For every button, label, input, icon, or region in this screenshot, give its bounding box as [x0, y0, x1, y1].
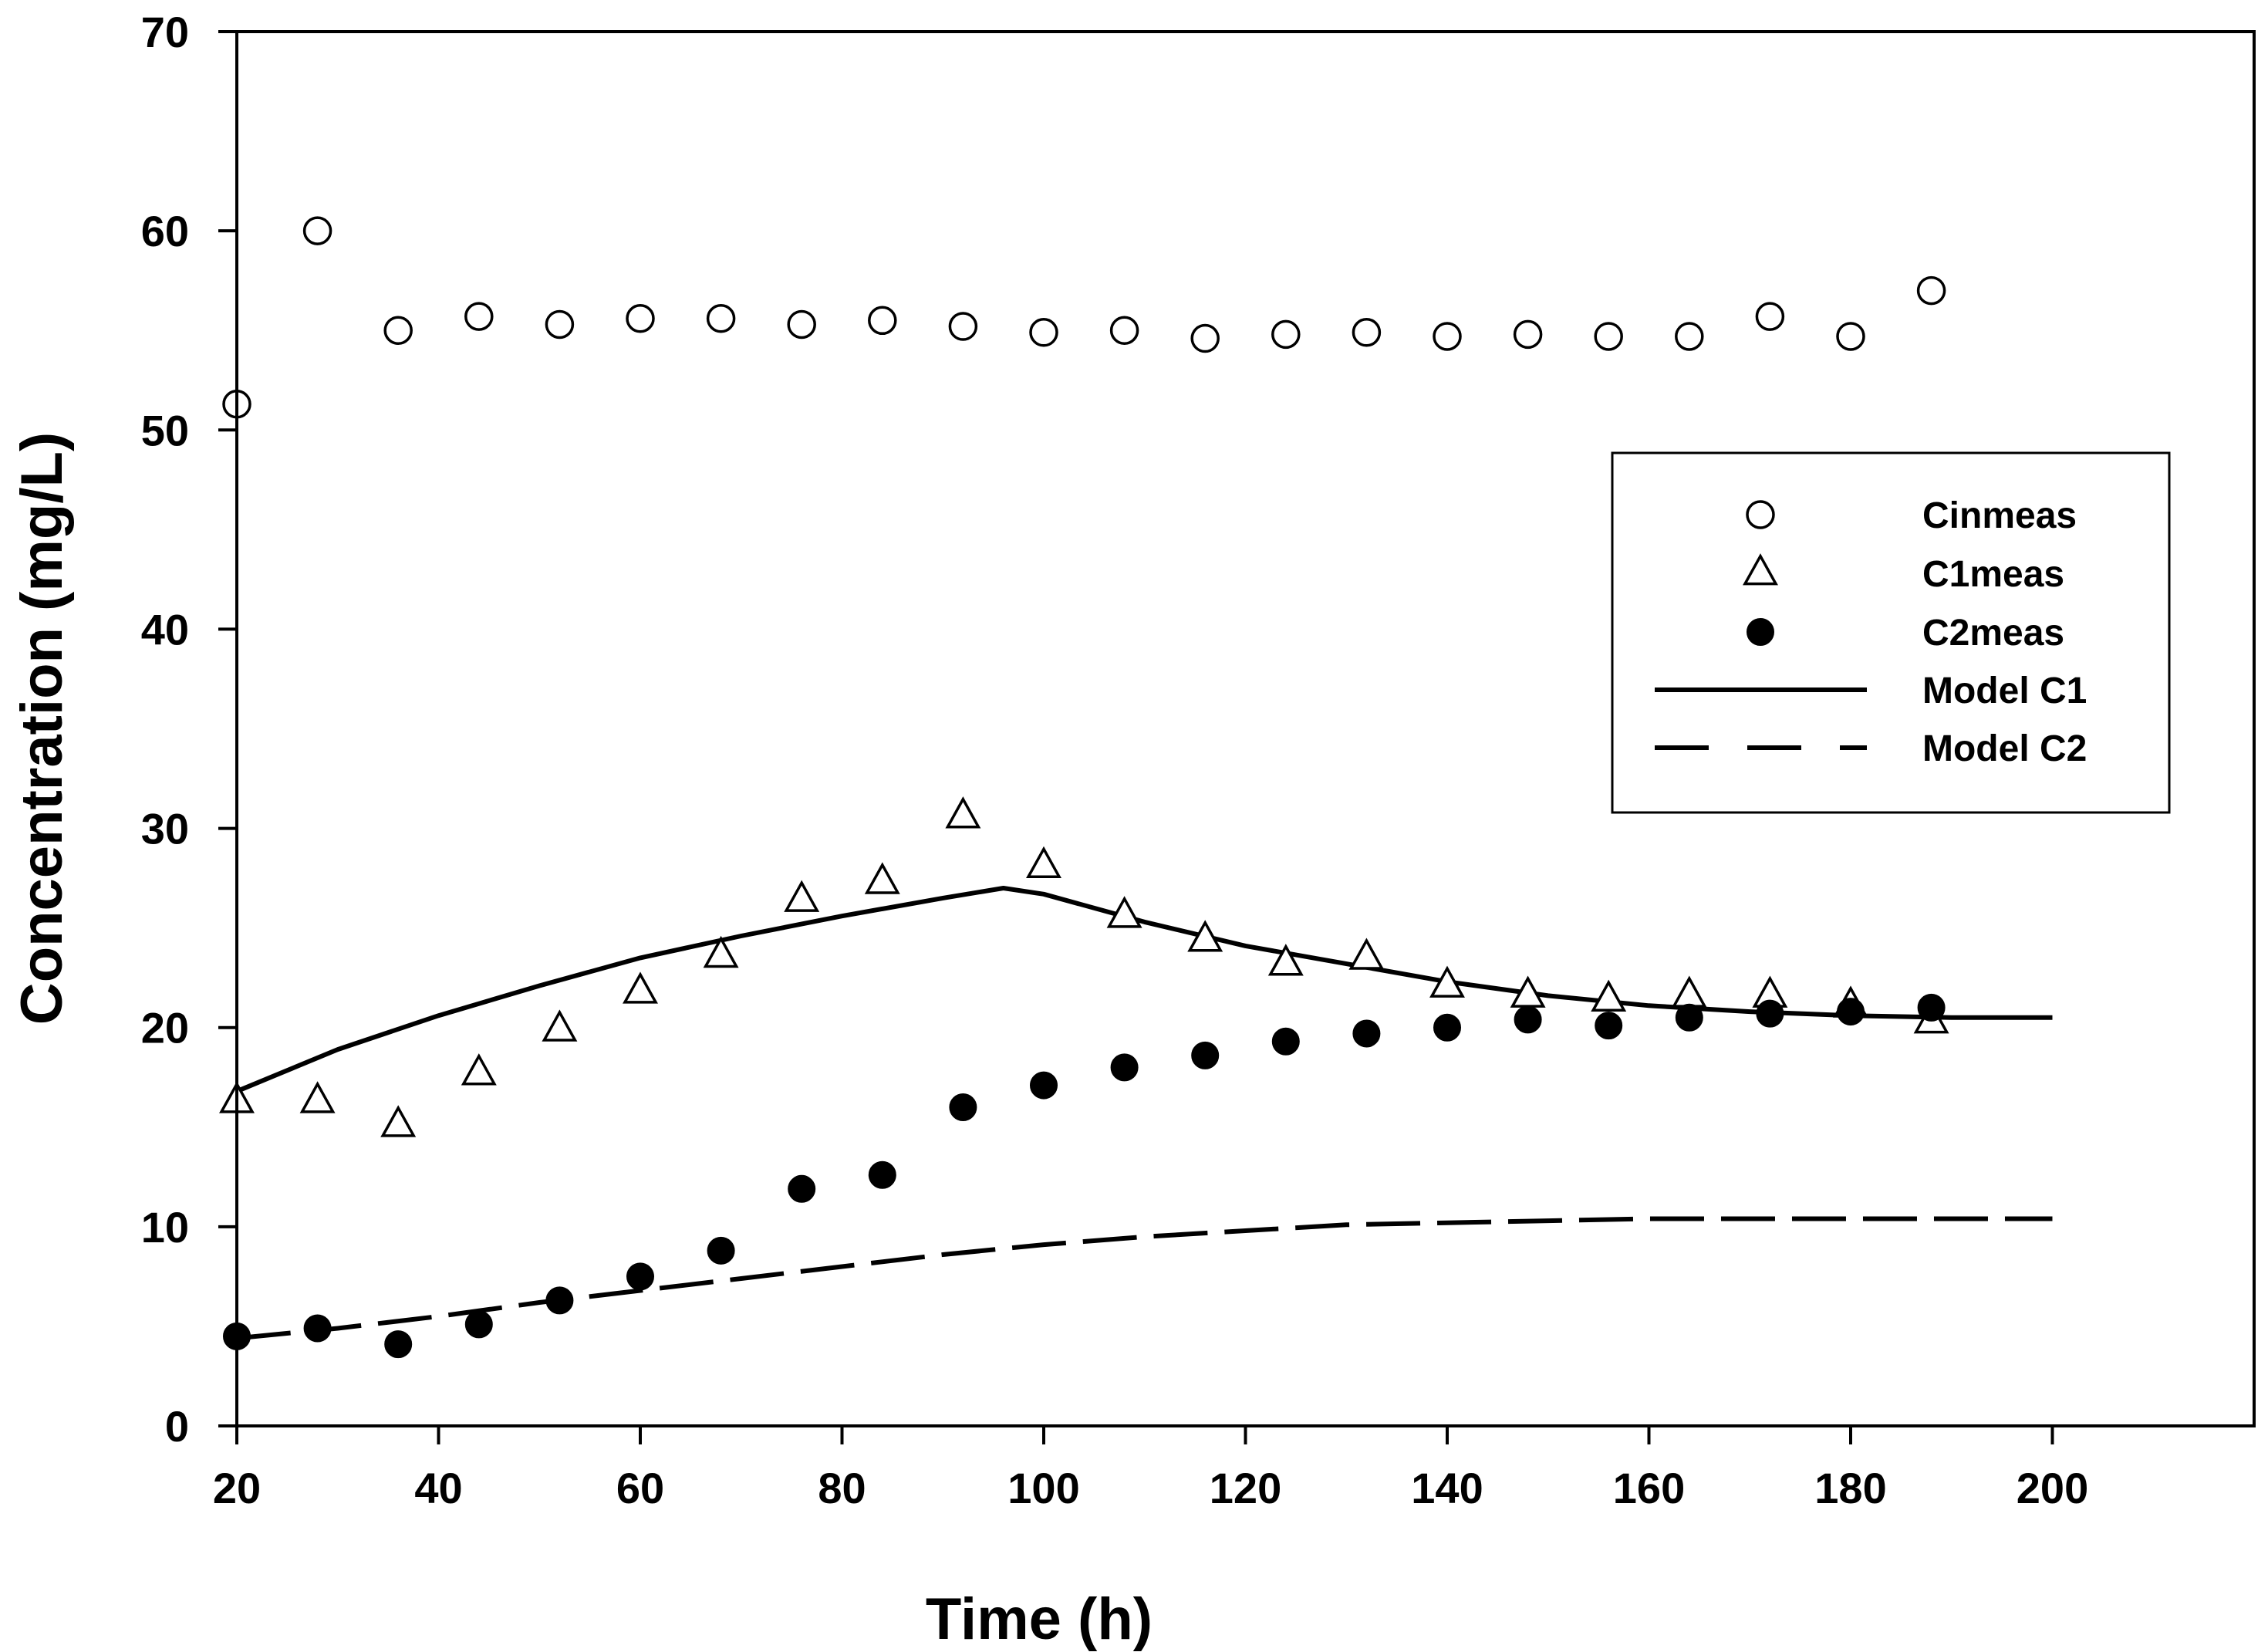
c2meas-point — [1514, 1005, 1542, 1034]
c2meas-point — [868, 1160, 896, 1189]
x-tick-label: 120 — [1210, 1464, 1281, 1512]
x-tick-label: 40 — [414, 1464, 462, 1512]
c2meas-point — [1110, 1053, 1139, 1082]
cinmeas-point — [545, 309, 575, 340]
c2meas-point — [1756, 999, 1784, 1028]
y-tick-label: 20 — [141, 1004, 189, 1052]
cinmeas-point — [868, 306, 897, 336]
y-tick-label: 30 — [141, 805, 189, 853]
cinmeas-point — [626, 303, 655, 333]
y-tick-label: 70 — [141, 8, 189, 56]
x-tick-label: 100 — [1007, 1464, 1079, 1512]
cinmeas-point — [1594, 322, 1623, 351]
x-tick-label: 180 — [1814, 1464, 1886, 1512]
x-tick-label: 60 — [616, 1464, 664, 1512]
x-axis-title: Time (h) — [926, 1586, 1153, 1652]
cinmeas-point — [1352, 318, 1382, 347]
cinmeas-point — [1513, 319, 1543, 350]
x-tick-label: 200 — [2017, 1464, 2088, 1512]
c2meas-point — [1837, 998, 1865, 1026]
cinmeas-point — [1675, 322, 1704, 351]
cinmeas-point — [1190, 323, 1220, 353]
c1meas-point — [1106, 896, 1142, 928]
cinmeas-point — [787, 309, 816, 340]
c1meas-point — [1026, 846, 1061, 879]
c2meas-point — [1191, 1041, 1220, 1069]
legend-box — [1611, 451, 2171, 814]
c2meas-point — [303, 1314, 332, 1343]
x-tick-label: 160 — [1613, 1464, 1685, 1512]
c2meas-point — [1675, 1003, 1703, 1032]
x-tick-label: 140 — [1411, 1464, 1483, 1512]
c2meas-point — [788, 1174, 816, 1203]
c1meas-point — [623, 971, 658, 1004]
y-axis-title: Concentration (mg/L) — [9, 432, 75, 1025]
legend-c2meas-label: C2meas — [1922, 613, 2064, 654]
c2meas-point — [626, 1262, 654, 1291]
cinmeas-point — [302, 216, 332, 245]
c1meas-point — [703, 935, 739, 968]
model-c1-line — [235, 886, 2053, 1094]
legend-c1meas-symbol — [1743, 553, 1778, 586]
c2meas-point — [464, 1310, 493, 1339]
legend-model-c2-label: Model C2 — [1922, 728, 2087, 769]
cinmeas-point — [383, 316, 413, 345]
c2meas-point — [1271, 1027, 1300, 1056]
c1meas-point — [1267, 944, 1304, 976]
c1meas-point — [1671, 975, 1707, 1008]
c2meas-point — [1352, 1019, 1381, 1048]
cinmeas-point — [1433, 322, 1462, 351]
model-c2-line — [236, 1216, 2053, 1341]
c2meas-point — [384, 1330, 413, 1359]
cinmeas-point — [1916, 275, 1946, 306]
y-tick-label: 60 — [141, 207, 189, 255]
cinmeas-point — [948, 312, 978, 341]
c1meas-point — [864, 862, 900, 894]
c1meas-point — [461, 1053, 497, 1086]
y-tick-label: 40 — [141, 605, 189, 654]
c1meas-point — [380, 1105, 417, 1137]
c1meas-point — [1591, 979, 1627, 1012]
legend: Cinmeas C1meas C2meas Model C1 Model C2 — [1611, 451, 2171, 814]
c1meas-point — [1187, 920, 1223, 952]
plot-area — [219, 216, 2053, 1359]
c1meas-point — [542, 1009, 578, 1042]
cinmeas-point — [464, 302, 494, 331]
c2meas-point — [707, 1236, 735, 1265]
cinmeas-point — [706, 303, 736, 333]
axes: 20 40 60 80 100 120 140 160 180 200 0 10 20 30 40 50 60 7… — [9, 8, 2256, 1652]
c2meas-point — [1433, 1013, 1461, 1042]
c1meas-point — [299, 1081, 336, 1113]
c2meas-point — [1595, 1012, 1623, 1040]
y-tick-label: 0 — [165, 1402, 189, 1451]
c2meas-point — [1030, 1071, 1058, 1100]
legend-cinmeas-symbol — [1746, 500, 1775, 529]
legend-c1meas-label: C1meas — [1922, 554, 2064, 595]
cinmeas-point — [1271, 319, 1301, 350]
legend-cinmeas-label: Cinmeas — [1922, 495, 2077, 536]
c1meas-point — [784, 880, 820, 912]
c1meas-point — [1348, 937, 1385, 970]
x-tick-label: 80 — [818, 1464, 866, 1512]
x-tick-label: 20 — [213, 1464, 261, 1512]
c2meas-point — [949, 1093, 977, 1121]
cinmeas-point — [1109, 316, 1139, 345]
c1meas-point — [945, 796, 981, 829]
y-tick-label: 50 — [141, 406, 189, 454]
legend-model-c1-label: Model C1 — [1922, 671, 2087, 711]
c1meas-point — [1429, 965, 1465, 998]
legend-c2meas-symbol — [1747, 618, 1774, 646]
c2meas-point — [545, 1286, 574, 1315]
cinmeas-point — [1029, 318, 1058, 347]
y-tick-label: 10 — [141, 1203, 189, 1252]
c2meas-point — [1917, 993, 1946, 1022]
cinmeas-point — [1836, 322, 1865, 351]
cinmeas-point — [1755, 302, 1785, 331]
